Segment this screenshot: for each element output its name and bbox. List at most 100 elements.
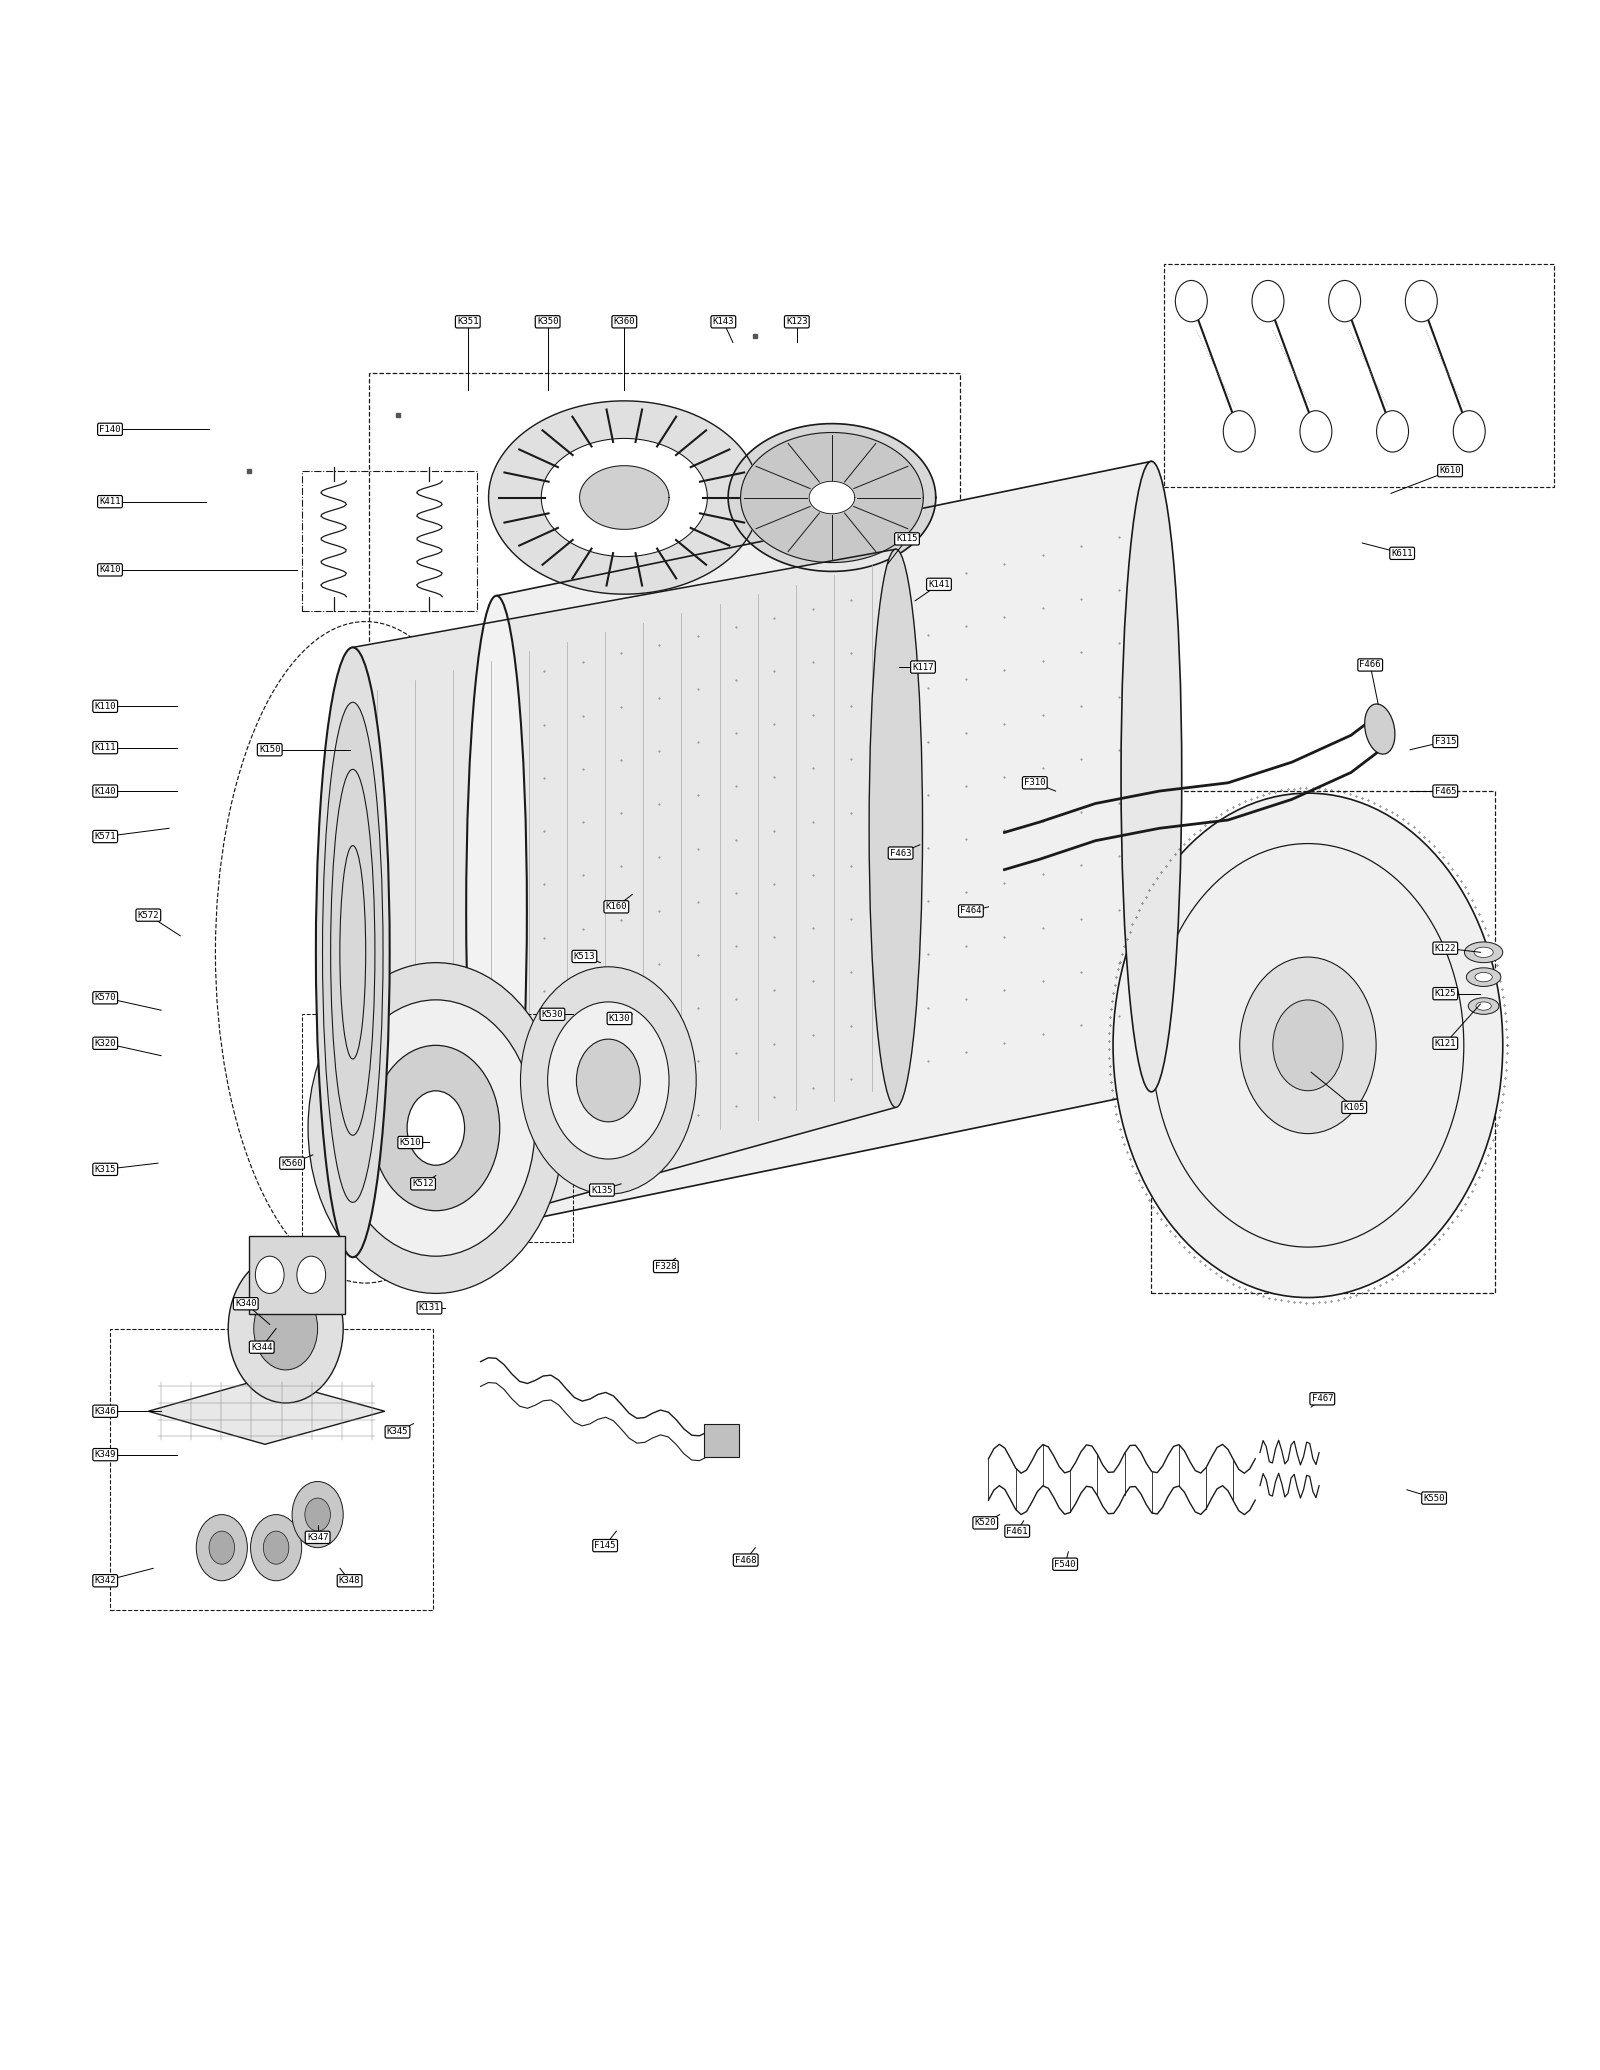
Text: K150: K150	[259, 745, 280, 753]
Ellipse shape	[466, 596, 526, 1225]
Ellipse shape	[869, 549, 923, 1107]
Text: K111: K111	[94, 743, 115, 751]
Circle shape	[210, 1532, 235, 1565]
Circle shape	[1114, 793, 1502, 1298]
Circle shape	[520, 967, 696, 1194]
Text: K512: K512	[413, 1180, 434, 1188]
Text: K530: K530	[542, 1010, 563, 1018]
Text: K143: K143	[712, 317, 734, 327]
Text: F468: F468	[734, 1555, 757, 1565]
Text: F315: F315	[1435, 737, 1456, 745]
Circle shape	[256, 1256, 285, 1294]
Text: K550: K550	[1424, 1495, 1445, 1503]
Text: K610: K610	[1440, 466, 1461, 476]
Text: K570: K570	[94, 994, 115, 1002]
Text: K121: K121	[1435, 1039, 1456, 1047]
Text: F540: F540	[1054, 1559, 1075, 1569]
Circle shape	[264, 1532, 290, 1565]
Circle shape	[1240, 956, 1376, 1134]
Polygon shape	[149, 1379, 384, 1445]
Text: K560: K560	[282, 1159, 302, 1167]
Circle shape	[293, 1482, 342, 1548]
Bar	[368, 373, 960, 662]
Ellipse shape	[1475, 973, 1493, 981]
Text: K611: K611	[1392, 549, 1413, 557]
Text: F328: F328	[654, 1263, 677, 1271]
Text: K346: K346	[94, 1408, 115, 1416]
Text: K130: K130	[608, 1014, 630, 1023]
Bar	[704, 1424, 739, 1457]
Text: K411: K411	[99, 497, 120, 507]
Text: K351: K351	[458, 317, 478, 327]
Polygon shape	[728, 424, 936, 571]
Circle shape	[1405, 279, 1437, 321]
Text: K350: K350	[538, 317, 558, 327]
Text: F463: F463	[890, 849, 912, 857]
Circle shape	[197, 1515, 248, 1581]
Text: F465: F465	[1435, 787, 1456, 795]
Text: K345: K345	[387, 1428, 408, 1437]
Ellipse shape	[331, 770, 374, 1134]
Text: K520: K520	[974, 1519, 997, 1528]
Ellipse shape	[323, 702, 382, 1203]
Bar	[1165, 265, 1554, 486]
Polygon shape	[810, 480, 854, 513]
Circle shape	[306, 1499, 331, 1532]
Text: K410: K410	[99, 565, 120, 573]
Polygon shape	[488, 402, 760, 594]
Circle shape	[229, 1254, 342, 1403]
Text: K342: K342	[94, 1575, 115, 1586]
Text: F464: F464	[960, 907, 982, 915]
Circle shape	[338, 1000, 534, 1256]
Text: K131: K131	[419, 1304, 440, 1312]
Circle shape	[576, 1039, 640, 1122]
Text: K141: K141	[928, 580, 950, 588]
Ellipse shape	[1474, 948, 1493, 958]
Bar	[1152, 791, 1494, 1294]
Circle shape	[254, 1288, 318, 1370]
Text: K135: K135	[590, 1186, 613, 1194]
Text: K347: K347	[307, 1532, 328, 1542]
Text: K123: K123	[786, 317, 808, 327]
Circle shape	[1253, 279, 1283, 321]
Polygon shape	[541, 439, 707, 557]
Ellipse shape	[1469, 998, 1499, 1014]
Bar	[302, 470, 477, 611]
Circle shape	[298, 1256, 326, 1294]
Polygon shape	[579, 466, 669, 530]
Circle shape	[406, 1091, 464, 1165]
Text: K140: K140	[94, 787, 115, 795]
Ellipse shape	[1475, 1002, 1491, 1010]
Circle shape	[1328, 279, 1360, 321]
Circle shape	[1299, 410, 1331, 451]
Ellipse shape	[339, 845, 366, 1060]
Text: K105: K105	[1344, 1103, 1365, 1112]
Bar	[110, 1329, 432, 1610]
Text: F461: F461	[1006, 1528, 1027, 1536]
Text: F466: F466	[1360, 660, 1381, 669]
Text: K117: K117	[912, 662, 934, 671]
Text: K340: K340	[235, 1300, 256, 1308]
Text: F140: F140	[99, 424, 120, 435]
Text: F467: F467	[1312, 1395, 1333, 1403]
Ellipse shape	[315, 648, 390, 1256]
Polygon shape	[352, 549, 896, 1256]
Text: K125: K125	[1435, 989, 1456, 998]
Text: K510: K510	[400, 1138, 421, 1147]
Text: K122: K122	[1435, 944, 1456, 952]
Ellipse shape	[1464, 942, 1502, 963]
Text: K320: K320	[94, 1039, 115, 1047]
Circle shape	[1453, 410, 1485, 451]
Ellipse shape	[1466, 969, 1501, 987]
Text: K571: K571	[94, 832, 115, 840]
Text: K110: K110	[94, 702, 115, 710]
Text: K349: K349	[94, 1451, 115, 1459]
Ellipse shape	[1122, 462, 1182, 1091]
Text: K315: K315	[94, 1165, 115, 1174]
Text: K348: K348	[339, 1575, 360, 1586]
Circle shape	[309, 963, 563, 1294]
Text: K344: K344	[251, 1343, 272, 1352]
Circle shape	[1376, 410, 1408, 451]
Ellipse shape	[1365, 704, 1395, 753]
Circle shape	[1224, 410, 1256, 451]
